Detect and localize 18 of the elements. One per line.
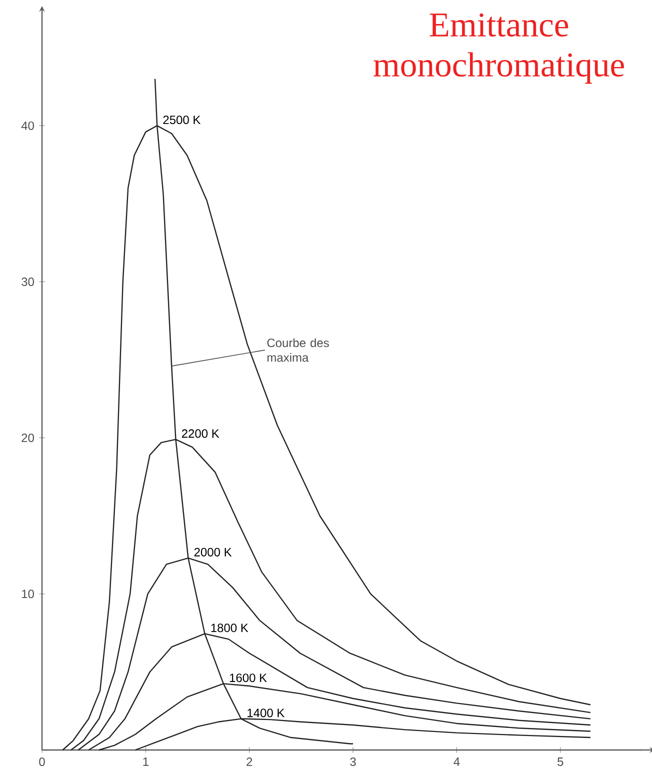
y-tick-label: 30	[22, 278, 34, 286]
series-label: 2500 K	[163, 116, 201, 124]
y-tick-label: 40	[21, 121, 34, 130]
series-label: 2000 K	[194, 548, 232, 556]
series-label: 1400 K	[248, 708, 285, 718]
y-tick-label: 10	[22, 590, 34, 598]
x-tick-label: 2	[246, 758, 252, 766]
series-label: 1800 K	[211, 624, 248, 632]
series-label: 1600 K	[230, 674, 267, 682]
x-tick-label: 1	[143, 758, 148, 766]
x-tick-label: 3	[350, 758, 356, 766]
x-tick-label: 5	[558, 758, 564, 766]
x-tick-label: 0	[39, 758, 45, 766]
y-tick-label: 20	[22, 434, 34, 442]
x-tick-label: 4	[454, 758, 460, 766]
text: Emittance monochromatique	[374, 13, 624, 84]
annotation: Courbe des maxima	[267, 338, 329, 362]
series-label: 2200 K	[182, 429, 220, 438]
